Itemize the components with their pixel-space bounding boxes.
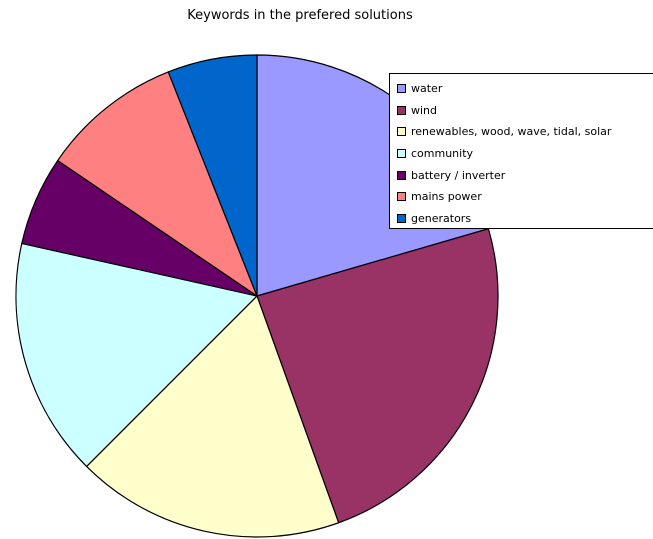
legend-label: mains power: [411, 190, 482, 204]
legend-item-mains-power: mains power: [390, 186, 653, 208]
pie-slice-community: [15, 242, 258, 468]
legend-label: community: [411, 147, 474, 161]
chart-title: Keywords in the prefered solutions: [187, 8, 413, 23]
legend-swatch: [397, 105, 406, 115]
legend-swatch: [397, 192, 406, 202]
legend-label: battery / inverter: [411, 168, 506, 182]
legend-label: renewables, wood, wave, tidal, solar: [411, 125, 612, 139]
legend-item-water: water: [390, 78, 653, 100]
legend-item-wind: wind: [390, 100, 653, 122]
legend-swatch: [397, 84, 406, 94]
legend-item-community: community: [390, 143, 653, 165]
legend-item-battery-inverter: battery / inverter: [390, 164, 653, 186]
legend-item-generators: generators: [390, 208, 653, 230]
legend-label: water: [411, 82, 443, 96]
pie-slice-mains-power: [57, 71, 258, 297]
pie-slice-generators: [167, 54, 258, 297]
legend-item-renewables-wood-wave-tidal-solar: renewables, wood, wave, tidal, solar: [390, 121, 653, 143]
legend-swatch: [397, 127, 406, 137]
pie-slice-wind: [256, 228, 499, 524]
pie-slices: [15, 54, 499, 538]
legend: water wind renewables, wood, wave, tidal, …: [389, 73, 653, 229]
legend-swatch: [397, 213, 406, 223]
legend-swatch: [397, 149, 406, 159]
pie-slice-renewables-wood-wave-tidal-solar: [85, 295, 340, 538]
legend-label: wind: [411, 103, 438, 117]
legend-label: generators: [411, 211, 472, 225]
legend-swatch: [397, 170, 406, 180]
